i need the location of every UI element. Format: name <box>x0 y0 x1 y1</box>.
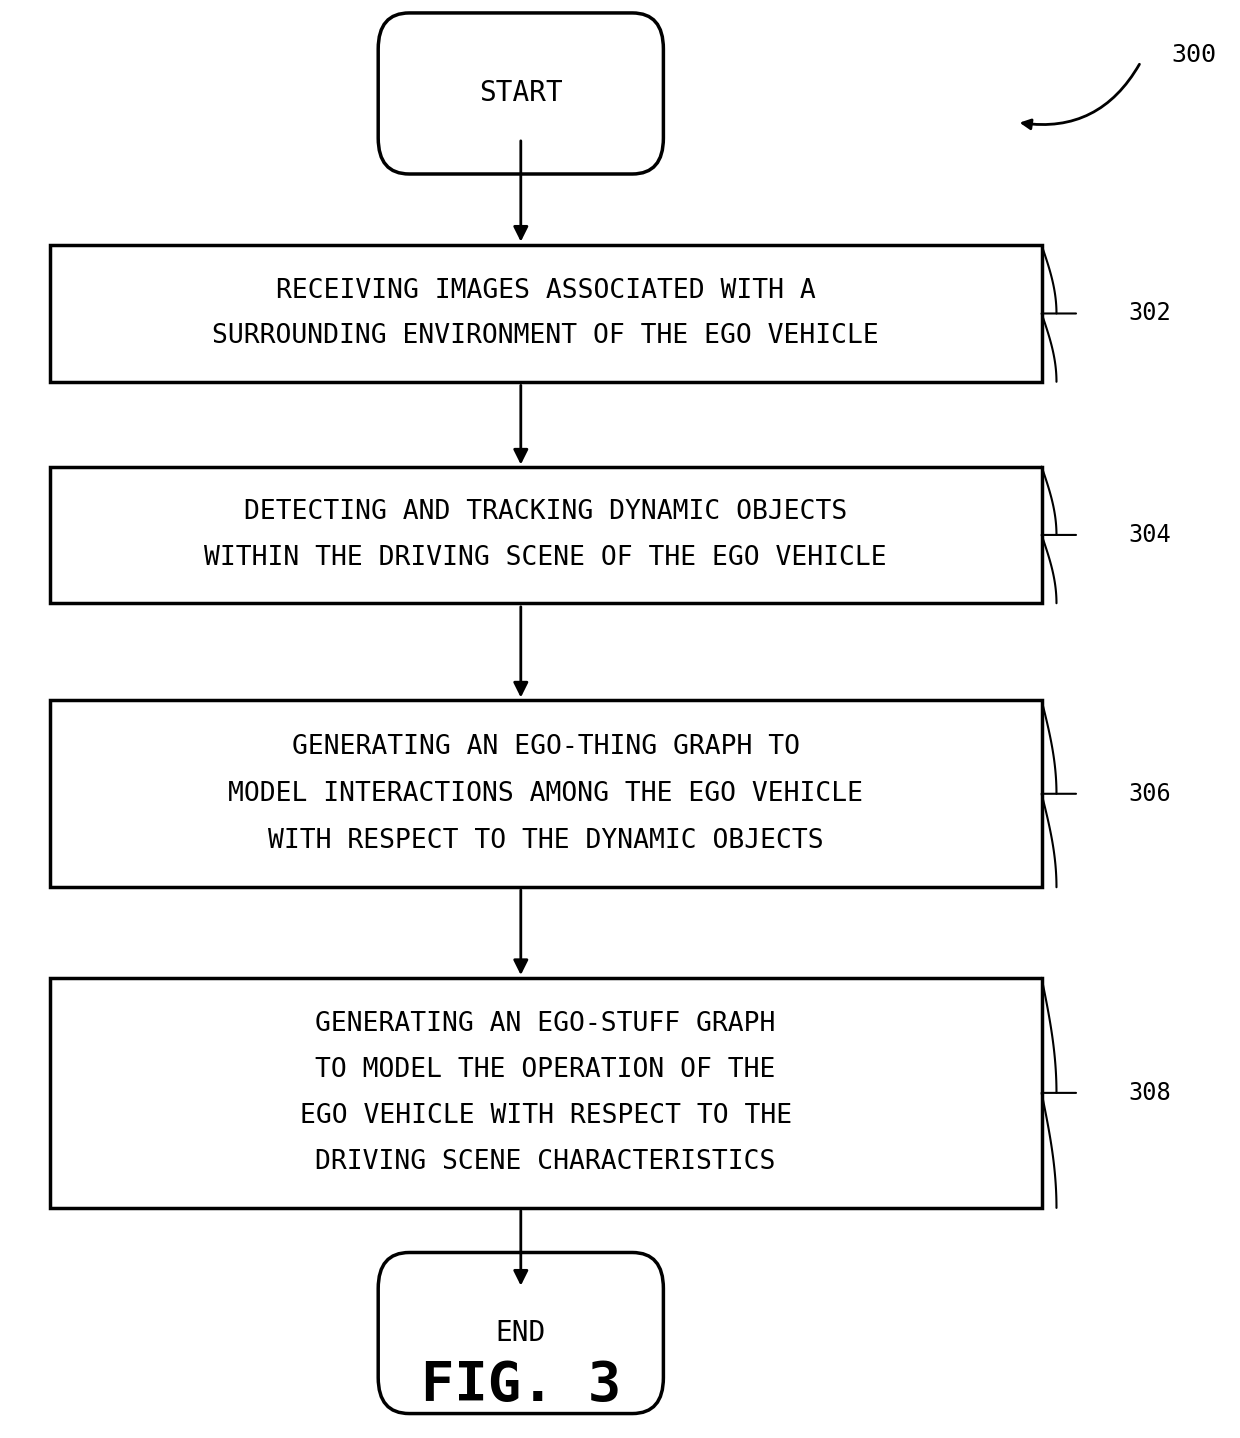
Bar <box>50 246 1042 383</box>
Text: WITHIN THE DRIVING SCENE OF THE EGO VEHICLE: WITHIN THE DRIVING SCENE OF THE EGO VEHI… <box>205 545 887 571</box>
Text: EGO VEHICLE WITH RESPECT TO THE: EGO VEHICLE WITH RESPECT TO THE <box>300 1103 791 1129</box>
Text: RECEIVING IMAGES ASSOCIATED WITH A: RECEIVING IMAGES ASSOCIATED WITH A <box>275 278 816 303</box>
Text: 306: 306 <box>1128 782 1171 805</box>
FancyBboxPatch shape <box>378 13 663 174</box>
Text: MODEL INTERACTIONS AMONG THE EGO VEHICLE: MODEL INTERACTIONS AMONG THE EGO VEHICLE <box>228 781 863 807</box>
Text: GENERATING AN EGO-STUFF GRAPH: GENERATING AN EGO-STUFF GRAPH <box>315 1011 776 1037</box>
Text: WITH RESPECT TO THE DYNAMIC OBJECTS: WITH RESPECT TO THE DYNAMIC OBJECTS <box>268 827 823 854</box>
Text: START: START <box>479 79 563 108</box>
Text: DRIVING SCENE CHARACTERISTICS: DRIVING SCENE CHARACTERISTICS <box>315 1149 776 1175</box>
Text: DETECTING AND TRACKING DYNAMIC OBJECTS: DETECTING AND TRACKING DYNAMIC OBJECTS <box>244 499 847 525</box>
Text: TO MODEL THE OPERATION OF THE: TO MODEL THE OPERATION OF THE <box>315 1057 776 1083</box>
Text: SURROUNDING ENVIRONMENT OF THE EGO VEHICLE: SURROUNDING ENVIRONMENT OF THE EGO VEHIC… <box>212 324 879 349</box>
Text: 308: 308 <box>1128 1081 1171 1104</box>
Text: FIG. 3: FIG. 3 <box>420 1359 621 1412</box>
Bar <box>50 978 1042 1208</box>
Text: 300: 300 <box>1172 43 1216 66</box>
Text: 302: 302 <box>1128 302 1171 325</box>
FancyBboxPatch shape <box>378 1252 663 1414</box>
Text: END: END <box>496 1319 546 1347</box>
Bar <box>50 700 1042 887</box>
Text: GENERATING AN EGO-THING GRAPH TO: GENERATING AN EGO-THING GRAPH TO <box>291 733 800 761</box>
Text: 304: 304 <box>1128 523 1171 546</box>
Bar <box>50 467 1042 604</box>
